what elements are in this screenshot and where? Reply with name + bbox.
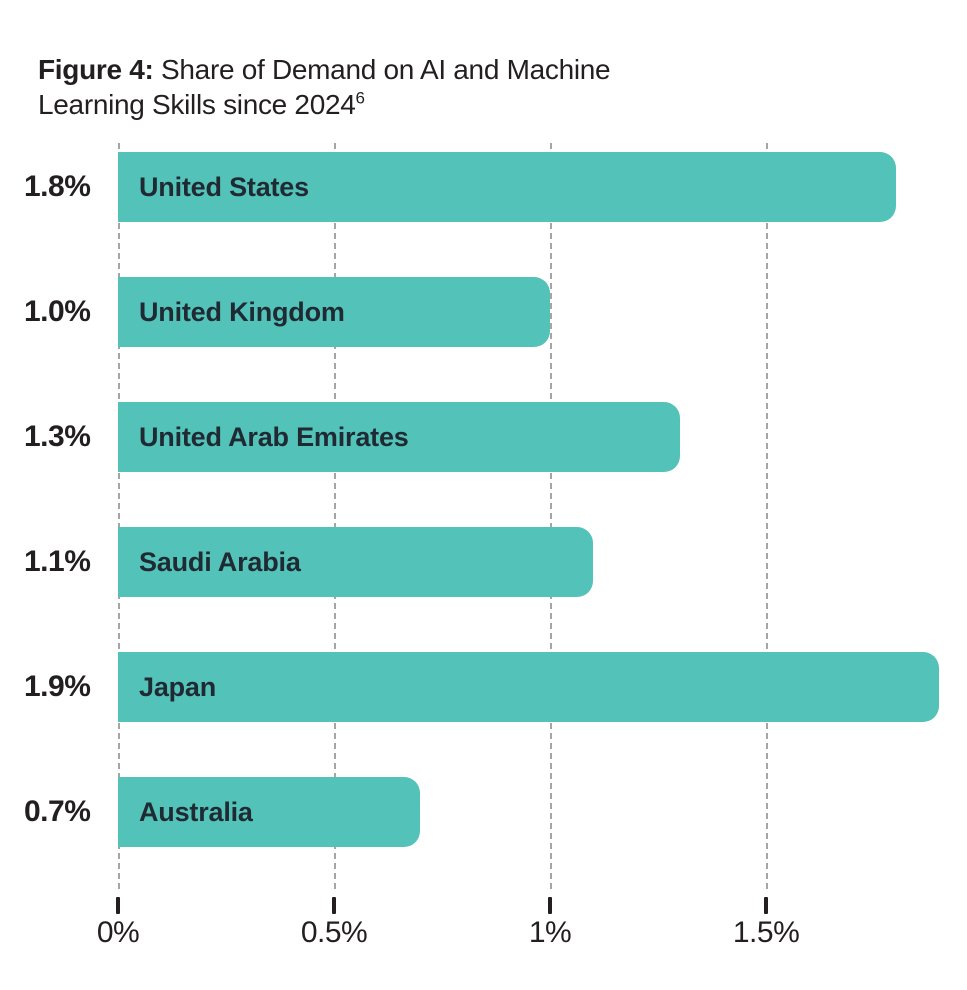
bar-country-label: Australia xyxy=(139,797,253,827)
bar-row-australia: 0.7% Australia xyxy=(0,777,967,847)
plot-area xyxy=(118,143,967,889)
gridline-0-5- xyxy=(334,143,337,889)
axis-tick-0- xyxy=(116,897,120,914)
axis-tick-1-5- xyxy=(764,897,769,914)
axis-tick-label: 1% xyxy=(528,916,572,949)
bar-row-united-states: 1.8% United States xyxy=(0,152,967,222)
gridline-1-5- xyxy=(766,143,769,889)
axis-tick-1- xyxy=(548,897,553,914)
bar-united-states: United States xyxy=(118,152,896,222)
bar-value-label: 0.7% xyxy=(24,795,91,828)
bar-row-united-arab-emirates: 1.3% United Arab Emirates xyxy=(0,402,967,472)
bar-united-arab-emirates: United Arab Emirates xyxy=(118,402,680,472)
bar-country-label: United Arab Emirates xyxy=(139,422,409,452)
bar-value-label: 1.3% xyxy=(24,420,91,453)
bar-value-label: 1.1% xyxy=(24,545,91,578)
bar-row-saudi-arabia: 1.1% Saudi Arabia xyxy=(0,527,967,597)
gridline-1- xyxy=(550,143,553,889)
gridline-0- xyxy=(118,143,120,889)
bar-country-label: Japan xyxy=(139,672,217,702)
bar-value-label: 1.9% xyxy=(24,670,91,703)
axis-tick-label: 1.5% xyxy=(732,916,800,949)
axis-tick-label: 0.5% xyxy=(300,916,368,949)
bar-row-united-kingdom: 1.0% United Kingdom xyxy=(0,277,967,347)
bar-row-japan: 1.9% Japan xyxy=(0,652,967,722)
figure-title: Figure 4: Share of Demand on AI and Mach… xyxy=(38,52,718,122)
axis-tick-label: 0% xyxy=(96,916,140,949)
bar-value-label: 1.0% xyxy=(24,295,91,328)
figure-number-label: Figure 4: xyxy=(38,54,154,85)
bar-country-label: Saudi Arabia xyxy=(139,547,301,577)
footnote-marker: 6 xyxy=(355,88,365,108)
figure-title-text: Share of Demand on AI and Machine Learni… xyxy=(38,54,611,120)
bar-japan: Japan xyxy=(118,652,939,722)
bar-country-label: United States xyxy=(139,172,309,202)
bar-value-label: 1.8% xyxy=(24,170,91,203)
bar-country-label: United Kingdom xyxy=(139,297,345,327)
bar-australia: Australia xyxy=(118,777,421,847)
bar-saudi-arabia: Saudi Arabia xyxy=(118,527,594,597)
bar-united-kingdom: United Kingdom xyxy=(118,277,551,347)
axis-tick-0-5- xyxy=(332,897,337,914)
